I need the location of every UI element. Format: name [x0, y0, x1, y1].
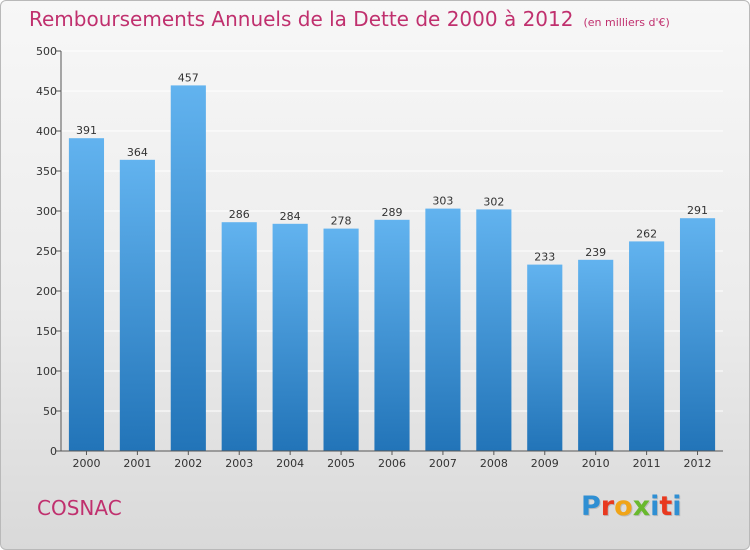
value-label: 289	[382, 206, 403, 219]
y-tick-label: 100	[36, 365, 57, 378]
bar-2008	[476, 209, 512, 451]
logo-letter: i	[672, 491, 682, 522]
bar-2011	[629, 241, 665, 451]
y-tick-label: 400	[36, 125, 57, 138]
y-tick-label: 50	[43, 405, 57, 418]
value-label: 262	[636, 227, 657, 240]
value-label: 278	[331, 215, 352, 228]
bar-2005	[323, 228, 359, 451]
commune-name: COSNAC	[37, 496, 122, 520]
chart-unit: (en milliers d'€)	[583, 16, 670, 29]
x-tick-label: 2000	[72, 457, 100, 470]
axes	[56, 50, 723, 455]
bar-2012	[679, 218, 716, 451]
logo-letter: x	[632, 491, 651, 522]
logo-letter: r	[600, 491, 615, 522]
value-label: 303	[432, 195, 453, 208]
bars	[68, 85, 716, 452]
bar-2002	[170, 85, 206, 452]
x-tick-label: 2006	[378, 457, 406, 470]
value-label: 239	[585, 246, 606, 259]
logo-letter: i	[650, 491, 660, 522]
bar-2006	[374, 219, 410, 451]
bar-2007	[425, 208, 461, 451]
x-tick-label: 2008	[480, 457, 508, 470]
bar-2001	[119, 159, 155, 452]
value-label: 284	[280, 210, 301, 223]
proxiti-logo: Proxiti	[581, 491, 682, 522]
bar-2000	[68, 138, 105, 451]
x-tick-label: 2010	[582, 457, 610, 470]
x-tick-label: 2009	[531, 457, 559, 470]
value-label: 302	[483, 195, 504, 208]
x-tick-label: 2011	[633, 457, 661, 470]
labels: 0 50 100 150 200 250 300 350 400 450 500 391 2000 364…	[36, 45, 712, 470]
value-label: 291	[687, 204, 708, 217]
logo-letter: t	[659, 491, 673, 522]
x-tick-label: 2001	[123, 457, 151, 470]
bar-2003	[221, 222, 257, 451]
value-label: 233	[534, 251, 555, 264]
bar-2009	[527, 264, 563, 451]
x-tick-label: 2007	[429, 457, 457, 470]
logo-letter: o	[614, 491, 633, 522]
x-tick-label: 2005	[327, 457, 355, 470]
value-label: 364	[127, 146, 148, 159]
y-tick-label: 450	[36, 85, 57, 98]
chart-header: Remboursements Annuels de la Dette de 20…	[29, 7, 670, 31]
y-tick-label: 300	[36, 205, 57, 218]
y-tick-label: 200	[36, 285, 57, 298]
bar-2010	[578, 259, 614, 451]
y-tick-label: 0	[50, 445, 57, 458]
value-label: 286	[229, 208, 250, 221]
y-tick-label: 150	[36, 325, 57, 338]
value-label: 457	[178, 71, 199, 84]
y-tick-label: 250	[36, 245, 57, 258]
y-tick-label: 350	[36, 165, 57, 178]
logo-letter: P	[581, 491, 601, 522]
x-tick-label: 2003	[225, 457, 253, 470]
chart-title: Remboursements Annuels de la Dette de 20…	[29, 7, 574, 31]
value-label: 391	[76, 124, 97, 137]
x-tick-label: 2012	[684, 457, 712, 470]
x-tick-label: 2004	[276, 457, 304, 470]
y-tick-label: 500	[36, 45, 57, 58]
x-tick-label: 2002	[174, 457, 202, 470]
bar-2004	[272, 223, 308, 451]
